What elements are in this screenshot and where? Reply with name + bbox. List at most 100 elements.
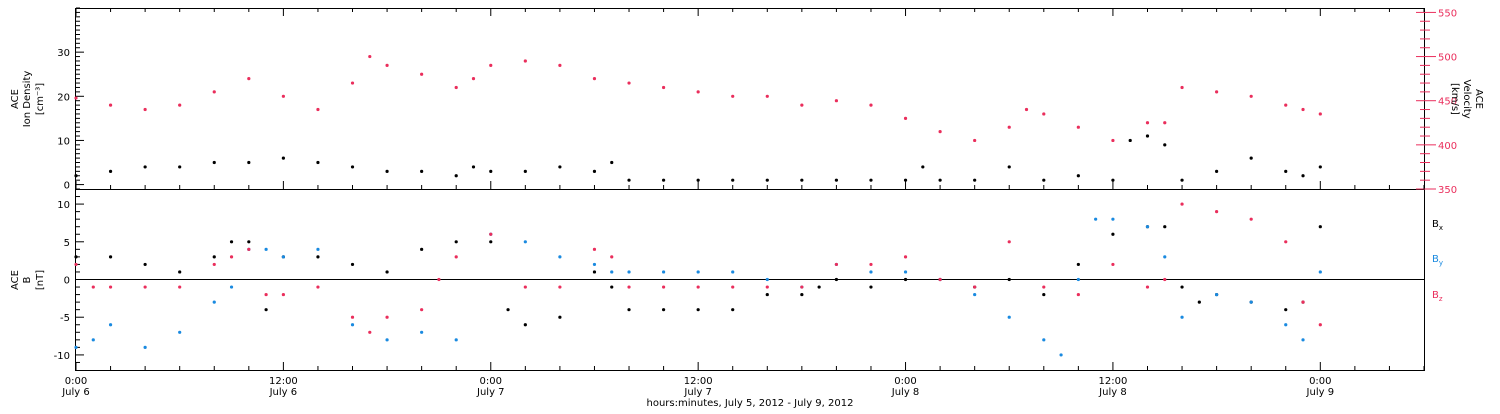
top-series-density-point xyxy=(558,165,562,169)
b-bx-point xyxy=(1042,292,1046,297)
b-bx-point xyxy=(264,308,268,312)
top-series-density-point xyxy=(350,165,355,169)
b-by-point xyxy=(523,240,527,244)
top-series-density-point xyxy=(316,160,320,165)
top-series-velocity-point xyxy=(1007,125,1011,129)
top-right-tick-label: 350 xyxy=(1438,185,1457,196)
top-series-density-point xyxy=(1145,134,1150,138)
b-bz-point xyxy=(264,292,268,297)
x-tick-date-label: July 6 xyxy=(269,387,298,398)
b-by-point xyxy=(1059,353,1063,357)
b-bz-point xyxy=(108,285,113,289)
b-bz-point xyxy=(212,262,216,267)
b-bz-point xyxy=(143,285,147,289)
top-series-velocity-point xyxy=(368,54,372,59)
b-bx-point xyxy=(316,255,320,259)
top-series-velocity-point xyxy=(454,85,458,90)
b-bz-point xyxy=(800,285,804,289)
top-series-velocity-point xyxy=(1318,112,1322,116)
bottom-tick-label: -10 xyxy=(54,351,70,362)
bottom-ylabel-line2: B xyxy=(22,276,33,283)
x-tick-date-label: July 7 xyxy=(683,387,712,398)
top-series-density-point xyxy=(938,178,942,182)
top-right-ylabel-line1: ACE xyxy=(1473,89,1484,109)
bottom-tick-label: 0 xyxy=(64,276,70,287)
top-series-density-point xyxy=(247,160,251,165)
b-bx-point xyxy=(489,240,493,244)
bottom-tick-label: 5 xyxy=(64,238,70,249)
x-tick-date-label: July 8 xyxy=(1098,387,1127,398)
b-bx-point xyxy=(696,308,700,312)
b-bx-point xyxy=(1076,262,1080,267)
top-series-density-point xyxy=(385,169,389,173)
top-series-density-point xyxy=(696,178,700,182)
top-series-density-point xyxy=(834,178,839,182)
top-series-velocity-point xyxy=(489,63,493,67)
b-bz-point xyxy=(627,285,631,289)
b-by-point xyxy=(385,338,389,342)
top-right-tick-label: 500 xyxy=(1438,53,1457,64)
b-bx-point xyxy=(506,308,510,312)
b-bz-point xyxy=(592,247,597,251)
b-bz-point xyxy=(696,285,700,289)
x-tick-date-label: July 6 xyxy=(61,387,90,398)
b-bz-point xyxy=(1076,292,1080,297)
top-series-density-point xyxy=(903,178,908,182)
top-series-density-point xyxy=(523,169,527,173)
b-bz-point xyxy=(973,285,977,289)
top-series-velocity-point xyxy=(903,116,908,120)
b-by-point xyxy=(143,345,147,349)
x-tick-time-label: 12:00 xyxy=(1099,376,1128,387)
top-series-density-point xyxy=(74,174,78,178)
b-bx-point xyxy=(661,308,666,312)
x-tick-time-label: 0:00 xyxy=(1309,376,1331,387)
x-axis-title: hours:minutes, July 5, 2012 - July 9, 20… xyxy=(647,398,854,409)
top-series-density-point xyxy=(489,169,493,173)
b-bz-point xyxy=(834,262,839,267)
b-bz-point xyxy=(247,247,251,251)
top-right-y-axis: 350 400 450 500 550 xyxy=(1416,8,1457,196)
top-series-velocity-point xyxy=(592,77,597,81)
b-bx-point xyxy=(212,255,216,259)
b-by-point xyxy=(178,330,182,334)
b-bz-point xyxy=(1111,262,1115,267)
b-by-point xyxy=(696,270,700,274)
bottom-panel-frame xyxy=(75,189,1425,371)
top-series-velocity-point xyxy=(1249,94,1253,98)
b-bx-point xyxy=(523,323,527,327)
top-series-velocity-point xyxy=(1024,107,1029,112)
top-series-velocity-point xyxy=(834,99,839,103)
b-bx-point xyxy=(817,285,821,289)
b-by-point xyxy=(212,300,216,304)
b-by-point xyxy=(1249,300,1253,304)
top-series-velocity-point xyxy=(731,94,735,98)
b-by-point xyxy=(264,247,268,251)
top-series-density-point xyxy=(610,160,614,165)
top-series-velocity-point xyxy=(523,59,527,63)
legend-bx: Bx xyxy=(1432,219,1443,232)
b-bx-point xyxy=(800,292,804,297)
b-bz-point xyxy=(661,285,666,289)
top-series-density-point xyxy=(420,169,424,173)
top-series-density-point xyxy=(1163,143,1167,147)
top-right-ylabel-line2: Velocity xyxy=(1461,79,1472,118)
b-by-point xyxy=(1094,217,1098,221)
x-tick-date-label: July 8 xyxy=(891,387,920,398)
top-left-y-axis: 0 10 20 30 xyxy=(57,7,84,192)
top-series-density-point xyxy=(1111,178,1115,182)
b-bz-point xyxy=(1145,285,1150,289)
b-bx-point xyxy=(731,308,735,312)
top-series-density-point xyxy=(471,165,476,169)
b-bz-point xyxy=(385,315,389,319)
top-series-velocity-point xyxy=(350,81,355,85)
top-series-velocity-point xyxy=(1076,125,1080,129)
x-tick-time-label: 12:00 xyxy=(684,376,713,387)
top-series-density-point xyxy=(731,178,735,182)
top-series-density-point xyxy=(765,178,769,182)
b-bz-point xyxy=(454,255,458,259)
b-bx-point xyxy=(420,247,424,251)
b-bx-point xyxy=(1007,277,1011,282)
b-bz-point xyxy=(903,255,908,259)
top-series-density-point xyxy=(1318,165,1322,169)
